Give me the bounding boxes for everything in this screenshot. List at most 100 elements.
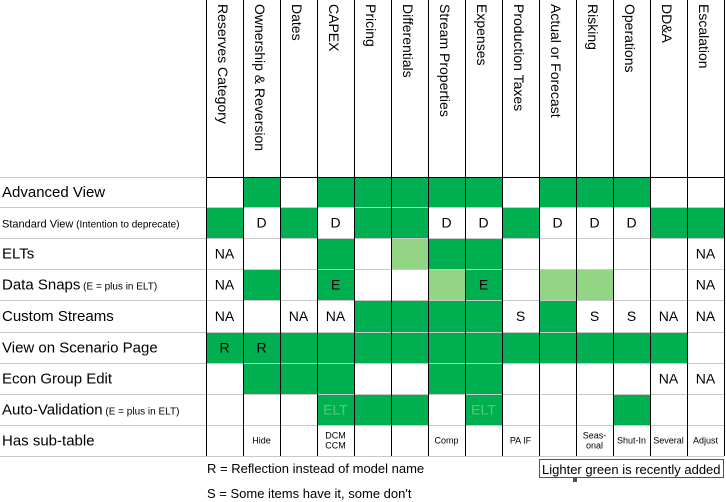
cell-text-2-0: NA bbox=[215, 246, 235, 262]
cell-5-13 bbox=[687, 332, 724, 363]
cell-5-12 bbox=[650, 332, 687, 363]
cell-text-2-13: NA bbox=[696, 246, 716, 262]
cell-text-3-7: E bbox=[479, 277, 488, 293]
cell-text-7-3: ELT bbox=[323, 402, 348, 418]
cell-2-3 bbox=[317, 238, 354, 269]
cell-4-2 bbox=[280, 300, 317, 332]
cell-text-6-12: NA bbox=[659, 371, 679, 387]
cell-7-12 bbox=[650, 394, 687, 425]
cell-text-7-7: ELT bbox=[471, 402, 496, 418]
cell-3-12 bbox=[650, 269, 687, 300]
cell-text-8-3: DCM CCM bbox=[325, 431, 346, 451]
cell-1-12 bbox=[650, 207, 687, 238]
cell-5-4 bbox=[354, 332, 391, 363]
cell-text-1-3: D bbox=[330, 215, 340, 231]
cell-2-5 bbox=[391, 238, 428, 269]
cell-0-1 bbox=[243, 177, 280, 207]
row-label-8: Has sub-table bbox=[2, 433, 95, 450]
cell-2-4 bbox=[354, 238, 391, 269]
cell-3-10 bbox=[576, 269, 613, 300]
cell-7-2 bbox=[280, 394, 317, 425]
cell-6-5 bbox=[391, 363, 428, 394]
cell-1-8 bbox=[502, 207, 539, 238]
cell-5-11 bbox=[613, 332, 650, 363]
cell-text-1-11: D bbox=[626, 215, 636, 231]
cell-text-4-0: NA bbox=[215, 308, 235, 324]
cell-text-4-11: S bbox=[627, 308, 636, 324]
cell-text-8-8: PA IF bbox=[510, 436, 532, 446]
cell-2-7 bbox=[465, 238, 502, 269]
cell-0-6 bbox=[428, 177, 465, 207]
cell-2-11 bbox=[613, 238, 650, 269]
column-header-5: Differentials bbox=[400, 4, 416, 78]
cell-7-5 bbox=[391, 394, 428, 425]
cell-1-2 bbox=[280, 207, 317, 238]
cell-5-1 bbox=[243, 332, 280, 363]
cell-0-11 bbox=[613, 177, 650, 207]
cell-8-1 bbox=[243, 425, 280, 456]
cell-8-3 bbox=[317, 425, 354, 456]
column-header-6: Stream Properties bbox=[437, 4, 453, 117]
row-label-5: View on Scenario Page bbox=[2, 340, 158, 357]
cell-6-8 bbox=[502, 363, 539, 394]
row-label-6: Econ Group Edit bbox=[2, 371, 113, 388]
cell-1-7 bbox=[465, 207, 502, 238]
cell-6-7 bbox=[465, 363, 502, 394]
cell-text-8-13: Adjust bbox=[693, 436, 719, 446]
cell-text-4-8: S bbox=[516, 308, 525, 324]
cell-4-10 bbox=[576, 300, 613, 332]
column-header-4: Pricing bbox=[363, 4, 379, 47]
cell-6-11 bbox=[613, 363, 650, 394]
cell-text-4-2: NA bbox=[289, 308, 309, 324]
cell-3-4 bbox=[354, 269, 391, 300]
cell-1-3 bbox=[317, 207, 354, 238]
cell-8-8 bbox=[502, 425, 539, 456]
cell-7-9 bbox=[539, 394, 576, 425]
cell-3-1 bbox=[243, 269, 280, 300]
cell-4-9 bbox=[539, 300, 576, 332]
column-header-9: Actual or Forecast bbox=[548, 4, 564, 118]
footnote-reflection: R = Reflection instead of model name bbox=[207, 461, 425, 476]
cell-selection-handle bbox=[573, 478, 577, 482]
cell-8-9 bbox=[539, 425, 576, 456]
cell-text-5-1: R bbox=[256, 340, 266, 356]
cell-3-7 bbox=[465, 269, 502, 300]
column-header-7: Expenses bbox=[474, 4, 490, 65]
column-header-3: CAPEX bbox=[326, 4, 342, 52]
cell-1-10 bbox=[576, 207, 613, 238]
cell-5-8 bbox=[502, 332, 539, 363]
cell-text-4-12: NA bbox=[659, 308, 679, 324]
column-header-1: Ownership & Reversion bbox=[252, 4, 268, 151]
row-label-1: Standard View (Intention to deprecate) bbox=[2, 219, 180, 231]
cell-7-10 bbox=[576, 394, 613, 425]
cell-0-0 bbox=[206, 177, 243, 207]
cell-8-12 bbox=[650, 425, 687, 456]
cell-text-6-13: NA bbox=[696, 371, 716, 387]
cell-2-6 bbox=[428, 238, 465, 269]
cell-6-4 bbox=[354, 363, 391, 394]
cell-text-4-3: NA bbox=[326, 308, 346, 324]
cell-2-9 bbox=[539, 238, 576, 269]
cell-2-1 bbox=[243, 238, 280, 269]
cell-6-12 bbox=[650, 363, 687, 394]
cell-7-3 bbox=[317, 394, 354, 425]
column-header-10: Risking bbox=[585, 4, 601, 50]
cell-0-2 bbox=[280, 177, 317, 207]
cell-3-5 bbox=[391, 269, 428, 300]
column-header-0: Reserves Category bbox=[215, 4, 231, 124]
cell-4-7 bbox=[465, 300, 502, 332]
cell-4-8 bbox=[502, 300, 539, 332]
cell-4-4 bbox=[354, 300, 391, 332]
cell-text-3-3: E bbox=[331, 277, 340, 293]
cell-5-2 bbox=[280, 332, 317, 363]
cell-3-8 bbox=[502, 269, 539, 300]
cell-3-13 bbox=[687, 269, 724, 300]
cell-6-13 bbox=[687, 363, 724, 394]
cell-0-7 bbox=[465, 177, 502, 207]
column-header-2: Dates bbox=[289, 4, 305, 41]
cell-2-8 bbox=[502, 238, 539, 269]
cell-0-5 bbox=[391, 177, 428, 207]
cell-text-1-10: D bbox=[589, 215, 599, 231]
cell-text-3-13: NA bbox=[696, 277, 716, 293]
cell-3-9 bbox=[539, 269, 576, 300]
